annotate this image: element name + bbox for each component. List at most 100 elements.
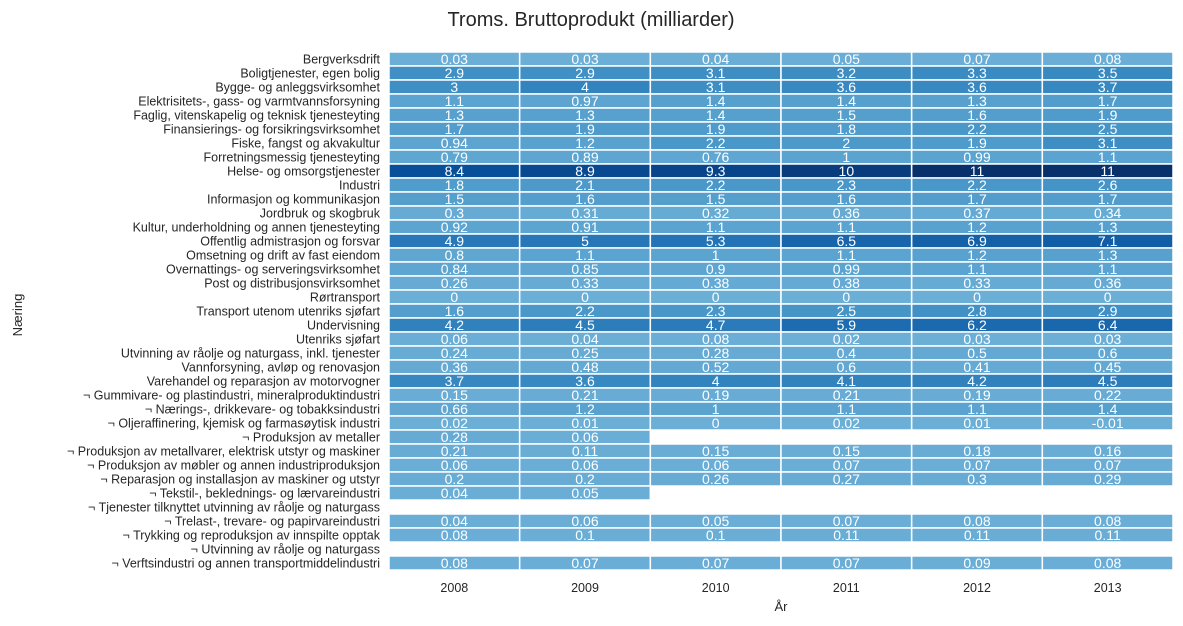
- row-tick-label: ¬ Produksjon av metaller: [242, 431, 380, 445]
- cell-value-label: 0.15: [441, 387, 468, 403]
- cell-value-label: 0.38: [702, 275, 729, 291]
- cell-value-label: 1.8: [445, 177, 465, 193]
- cell-value-label: 0.07: [833, 457, 860, 473]
- cell-value-label: 0.07: [833, 513, 860, 529]
- cell-value-label: 2.2: [706, 177, 726, 193]
- cell-value-label: 0.07: [571, 555, 598, 571]
- cell-value-label: 0.1: [706, 527, 726, 543]
- cell-value-label: 0.08: [963, 513, 990, 529]
- cell-value-label: 1.1: [706, 219, 726, 235]
- row-tick-label: Bygge- og anleggsvirksomhet: [215, 81, 380, 95]
- cell-value-label: 0.1: [575, 527, 595, 543]
- row-tick-label: Offentlig admistrasjon og forsvar: [200, 235, 380, 249]
- row-tick-label: Boligtjenester, egen bolig: [240, 67, 380, 81]
- cell-value-label: 0.18: [963, 443, 990, 459]
- cell-value-label: 0.08: [702, 331, 729, 347]
- row-tick-label: ¬ Reparasjon og installasjon av maskiner…: [100, 473, 380, 487]
- cell-value-label: 1.4: [706, 93, 726, 109]
- cell-value-label: 0.26: [441, 275, 468, 291]
- cell-value-label: 1.9: [967, 135, 987, 151]
- cell-value-label: 1.6: [967, 107, 987, 123]
- row-tick-label: ¬ Tjenester tilknyttet utvinning av råol…: [88, 501, 380, 515]
- cell-value-label: 4: [581, 79, 589, 95]
- cell-value-label: -0.01: [1092, 415, 1124, 431]
- cell-value-label: 0.21: [441, 443, 468, 459]
- column-tick-label: 2012: [963, 581, 991, 595]
- row-tick-label: Industri: [339, 179, 380, 193]
- cell-value-label: 3.6: [575, 373, 595, 389]
- cell-value-label: 0.02: [833, 331, 860, 347]
- cell-value-label: 1.1: [445, 93, 465, 109]
- cell-value-label: 1.1: [967, 261, 987, 277]
- cell-value-label: 1.1: [1098, 149, 1118, 165]
- row-tick-label: Kultur, underholdning og annen tjenestey…: [133, 221, 380, 235]
- row-tick-label: Transport utenom utenriks sjøfart: [196, 305, 380, 319]
- cell-value-label: 4.5: [575, 317, 595, 333]
- cell-value-label: 2.8: [967, 303, 987, 319]
- cell-value-label: 3.1: [1098, 135, 1118, 151]
- cell-value-label: 6.2: [967, 317, 987, 333]
- cell-value-label: 0.26: [702, 471, 729, 487]
- cell-value-label: 1.1: [1098, 261, 1118, 277]
- cell-value-label: 2.9: [445, 65, 465, 81]
- cell-value-label: 0.08: [441, 555, 468, 571]
- cell-value-label: 0.99: [833, 261, 860, 277]
- cell-value-label: 1.5: [445, 191, 465, 207]
- y-axis-label: Næring: [10, 294, 25, 337]
- cell-value-label: 11: [970, 163, 985, 179]
- cell-value-label: 0.36: [833, 205, 860, 221]
- cell-value-label: 4.1: [837, 373, 857, 389]
- cell-value-label: 0.04: [571, 331, 598, 347]
- cell-value-label: 1.1: [575, 247, 595, 263]
- cell-value-label: 3.7: [445, 373, 465, 389]
- cell-value-label: 0.27: [833, 471, 860, 487]
- row-tick-label: Fiske, fangst og akvakultur: [231, 137, 380, 151]
- cell-value-label: 0.9: [706, 261, 726, 277]
- row-tick-label: Overnattings- og serveringsvirksomhet: [166, 263, 380, 277]
- row-tick-label: ¬ Tekstil-, beklednings- og lærvareindus…: [149, 487, 380, 501]
- cell-value-label: 0.8: [445, 247, 465, 263]
- cell-value-label: 0.03: [1094, 331, 1121, 347]
- row-tick-label: Omsetning og drift av fast eiendom: [186, 249, 380, 263]
- cell-value-label: 0.03: [571, 51, 598, 67]
- cell-value-label: 0.36: [441, 359, 468, 375]
- cell-value-label: 0: [1104, 289, 1112, 305]
- row-tick-label: Post og distribusjonsvirksomhet: [204, 277, 380, 291]
- cell-value-label: 6.5: [837, 233, 857, 249]
- cell-value-label: 0.92: [441, 219, 468, 235]
- row-tick-label: Vannforsyning, avløp og renovasjon: [182, 361, 381, 375]
- cell-value-label: 0.6: [837, 359, 857, 375]
- cell-value-label: 0.41: [963, 359, 990, 375]
- row-tick-label: Utenriks sjøfart: [296, 333, 381, 347]
- cell-value-label: 1: [712, 401, 720, 417]
- cell-value-label: 0.15: [833, 443, 860, 459]
- cell-value-label: 0: [842, 289, 850, 305]
- cell-value-label: 0.11: [833, 527, 859, 543]
- heatmap-cell: [1041, 555, 1174, 571]
- row-tick-label: Finansierings- og forsikringsvirksomhet: [163, 123, 380, 137]
- cell-value-label: 2.2: [967, 177, 987, 193]
- chart-title: Troms. Bruttoprodukt (milliarder): [447, 9, 734, 31]
- cell-value-label: 0.19: [963, 387, 990, 403]
- row-tick-label: Undervisning: [307, 319, 380, 333]
- cell-value-label: 1.7: [967, 191, 987, 207]
- row-tick-label: ¬ Trykking og reproduksjon av innspilte …: [123, 529, 381, 543]
- heatmap-cell: [518, 485, 652, 501]
- cell-value-label: 4.9: [445, 233, 465, 249]
- cell-value-label: 3.5: [1098, 65, 1118, 81]
- cell-value-label: 3.1: [706, 79, 726, 95]
- cell-value-label: 0.02: [441, 415, 468, 431]
- row-tick-label: Helse- og omsorgstjenester: [227, 165, 380, 179]
- column-tick-label: 2009: [571, 581, 599, 595]
- cell-value-label: 0.08: [1094, 51, 1121, 67]
- cell-value-label: 2.2: [575, 303, 595, 319]
- cell-value-label: 0.09: [963, 555, 990, 571]
- cell-value-label: 1.1: [837, 247, 857, 263]
- column-labels: 2008 2009 2010 2011 2012 2013: [440, 581, 1121, 595]
- row-tick-label: Jordbruk og skogbruk: [260, 207, 381, 221]
- cell-value-label: 1.9: [706, 121, 726, 137]
- cell-value-label: 0.08: [441, 527, 468, 543]
- cell-value-label: 0.99: [963, 149, 990, 165]
- cell-value-label: 0.38: [833, 275, 860, 291]
- column-tick-label: 2011: [833, 581, 860, 595]
